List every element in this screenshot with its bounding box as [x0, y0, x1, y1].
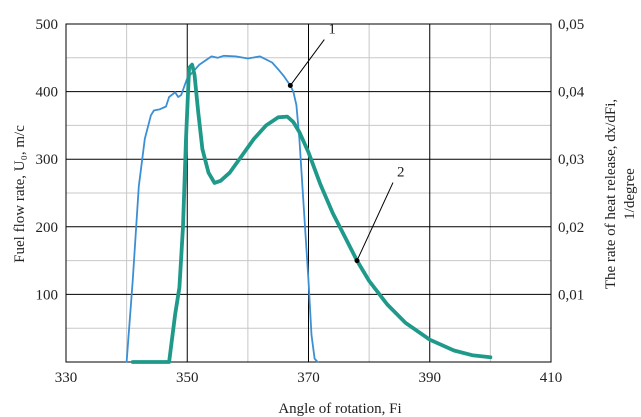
x-tick-label: 350	[176, 370, 199, 386]
y-left-axis-ticks: 100 200 300 400 500	[36, 17, 59, 303]
annotation-layer: 12	[287, 22, 405, 264]
x-axis-title: Angle of rotation, Fi	[278, 401, 401, 417]
y-left-axis-title: Fuel flow rate, U₀, m/c	[12, 125, 28, 263]
y-right-tick-label: 0,05	[558, 17, 584, 33]
y-right-axis-title-line1: The rate of heat release, dx/dFi,	[603, 99, 619, 289]
x-tick-label: 370	[297, 370, 320, 386]
y-left-tick-label: 200	[36, 220, 59, 236]
x-tick-label: 330	[55, 370, 78, 386]
callout-dot-1	[287, 83, 293, 89]
y-left-tick-label: 300	[36, 152, 59, 168]
y-left-tick-label: 100	[36, 287, 59, 303]
callout-dot-2	[354, 258, 360, 264]
y-right-axis-ticks: 0,01 0,02 0,03 0,04 0,05	[558, 17, 585, 303]
series-line-2	[130, 62, 493, 364]
callout-leader-2	[356, 182, 394, 261]
y-right-tick-label: 0,02	[558, 220, 584, 236]
y-left-tick-label: 500	[36, 17, 59, 33]
y-left-tick-label: 400	[36, 85, 59, 101]
callout-label-2: 2	[397, 165, 405, 181]
y-right-tick-label: 0,01	[558, 287, 584, 303]
y-right-tick-label: 0,04	[558, 85, 585, 101]
series-layer	[125, 54, 493, 364]
y-right-axis-title-line2: 1/degree	[622, 168, 638, 220]
x-tick-label: 410	[540, 370, 563, 386]
x-tick-label: 390	[419, 370, 442, 386]
plot-area-frame	[65, 23, 552, 363]
callout-leader-1	[289, 39, 325, 86]
callout-label-1: 1	[328, 22, 336, 38]
series-line-1	[125, 54, 319, 363]
y-right-tick-label: 0,03	[558, 152, 584, 168]
x-axis-ticks: 330 350 370 390 410	[55, 370, 563, 386]
